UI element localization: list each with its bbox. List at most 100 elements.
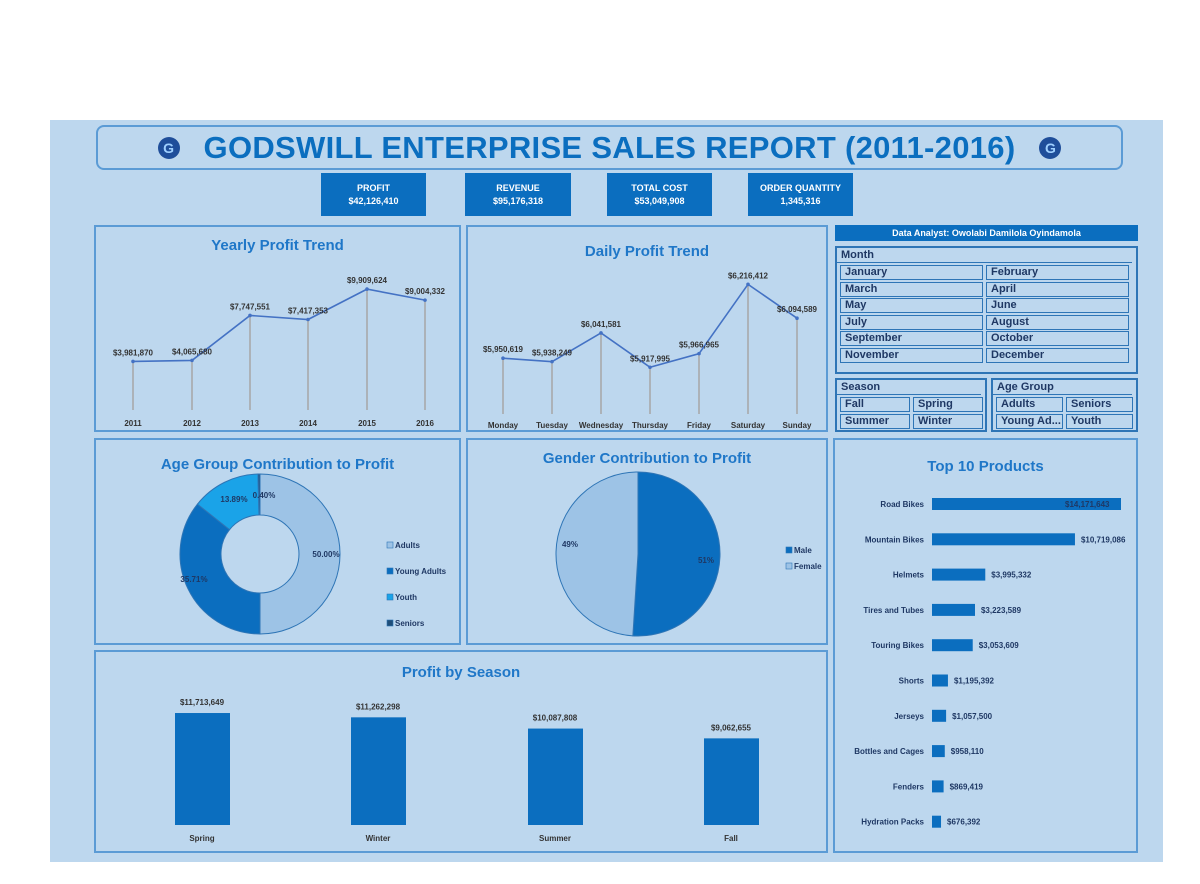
slicer-button[interactable]: Fall (840, 397, 910, 412)
value-label: $10,719,086 (1081, 535, 1126, 544)
kpi-label: TOTAL COST (631, 182, 688, 193)
slicer-button[interactable]: April (986, 281, 1129, 297)
bar (351, 717, 406, 825)
x-tick-label: Monday (488, 421, 519, 430)
slicer-button[interactable]: September (840, 331, 983, 346)
slicer-button[interactable]: Youth (1066, 413, 1133, 429)
data-label: $4,065,680 (172, 347, 213, 356)
data-point (697, 351, 701, 356)
legend-label: Youth (395, 593, 417, 602)
slicer-button[interactable]: May (840, 298, 983, 313)
panel-title: Gender Contribution to Profit (542, 450, 752, 467)
slicer-button[interactable]: August (986, 314, 1129, 330)
bar (932, 568, 986, 581)
bar (932, 639, 973, 652)
legend-label: Seniors (395, 619, 425, 628)
kpi-label: REVENUE (496, 182, 540, 193)
x-tick-label: Wednesday (579, 421, 624, 430)
category-label: Road Bikes (880, 500, 924, 509)
data-point (423, 298, 427, 302)
slicer-button[interactable]: February (986, 265, 1129, 280)
slicer-button[interactable]: December (986, 347, 1129, 363)
panel-title: Top 10 Products (927, 458, 1044, 475)
data-label: $6,216,412 (728, 271, 769, 280)
value-label: $11,713,649 (180, 698, 225, 707)
age-group-panel: Age Group Contribution to Profit 50.00% A… (94, 438, 461, 645)
value-label: $958,110 (951, 747, 984, 756)
slicer-button[interactable]: October (986, 331, 1129, 346)
x-tick-label: Tuesday (536, 421, 568, 430)
daily-profit-panel: Daily Profit Trend $5,950,619 Monday $5,93… (466, 225, 828, 432)
value-label: $1,195,392 (954, 677, 995, 686)
logo-icon: G (157, 136, 180, 159)
month-slicer: Month January February March April May June Jul… (835, 246, 1138, 374)
gender-panel: Gender Contribution to Profit 51% Male 49%… (466, 438, 828, 645)
report-header: G GODSWILL ENTERPRISE SALES REPORT (2011… (96, 125, 1123, 170)
slicer-button[interactable]: March (840, 281, 983, 297)
slice-label: 13.89% (220, 495, 247, 504)
data-label: $7,747,551 (230, 302, 271, 311)
slice-label: 49% (562, 540, 578, 549)
data-point (365, 287, 369, 291)
data-label: $5,950,619 (483, 345, 524, 354)
panel-title: Daily Profit Trend (584, 243, 710, 260)
slicer-button[interactable]: Seniors (1066, 397, 1133, 412)
slicer-button[interactable]: Adults (996, 397, 1063, 412)
category-label: Tires and Tubes (863, 606, 924, 615)
value-label: $3,995,332 (991, 571, 1032, 580)
data-point (599, 331, 603, 335)
x-tick-label: 2014 (299, 419, 317, 428)
kpi-value: $42,126,410 (348, 195, 399, 206)
kpi-card: REVENUE $95,176,318 (465, 173, 571, 216)
category-label: Bottles and Cages (854, 747, 924, 756)
pie-slice (257, 473, 261, 516)
bar (932, 533, 1075, 546)
bar (932, 674, 948, 687)
slicer-button[interactable]: Young Ad... (996, 413, 1063, 429)
slicer-button[interactable]: Spring (913, 397, 983, 412)
slice-label: 0.40% (253, 491, 276, 500)
x-tick-label: Sunday (783, 421, 812, 430)
data-point (795, 316, 799, 321)
value-label: $14,171,643 (1065, 500, 1110, 509)
legend-swatch (386, 619, 394, 627)
slicer-button[interactable]: Summer (840, 413, 910, 429)
category-label: Shorts (899, 677, 925, 686)
panel-title: Age Group Contribution to Profit (160, 456, 395, 473)
legend-swatch (386, 567, 394, 575)
slicer-button[interactable]: June (986, 298, 1129, 313)
kpi-value: $53,049,908 (634, 195, 685, 206)
x-tick-label: Friday (687, 421, 712, 430)
data-label: $7,417,353 (288, 307, 329, 316)
age-group-slicer: Age Group Adults Seniors Young Ad... Youth (991, 378, 1138, 432)
report-title: GODSWILL ENTERPRISE SALES REPORT (2011-2… (203, 129, 1016, 165)
value-label: $11,262,298 (356, 702, 401, 711)
slicer-button[interactable]: November (840, 347, 983, 363)
x-tick-label: 2013 (241, 419, 259, 428)
x-tick-label: 2012 (183, 419, 201, 428)
slicer-button[interactable]: Winter (913, 413, 983, 429)
legend-swatch (386, 541, 394, 549)
bar (175, 713, 230, 825)
pie-slice (179, 503, 261, 635)
bar (528, 728, 583, 825)
data-point (131, 359, 135, 364)
data-point (248, 313, 252, 318)
x-tick-label: Winter (366, 834, 391, 843)
data-point (746, 282, 750, 287)
slice-label: 35.71% (180, 575, 207, 584)
slicer-button[interactable]: July (840, 314, 983, 330)
data-point (306, 317, 310, 322)
data-label: $6,094,589 (777, 305, 818, 314)
data-label: $5,938,249 (532, 349, 573, 358)
legend-swatch (785, 546, 793, 554)
slicer-button[interactable]: January (840, 265, 983, 280)
slice-label: 50.00% (312, 550, 339, 559)
panel-title: Profit by Season (401, 664, 521, 681)
pie-slice (259, 473, 341, 635)
data-label: $5,917,995 (630, 354, 671, 363)
value-label: $1,057,500 (952, 712, 993, 721)
category-label: Touring Bikes (871, 641, 924, 650)
x-tick-label: 2011 (124, 419, 142, 428)
trend-line (132, 288, 426, 363)
